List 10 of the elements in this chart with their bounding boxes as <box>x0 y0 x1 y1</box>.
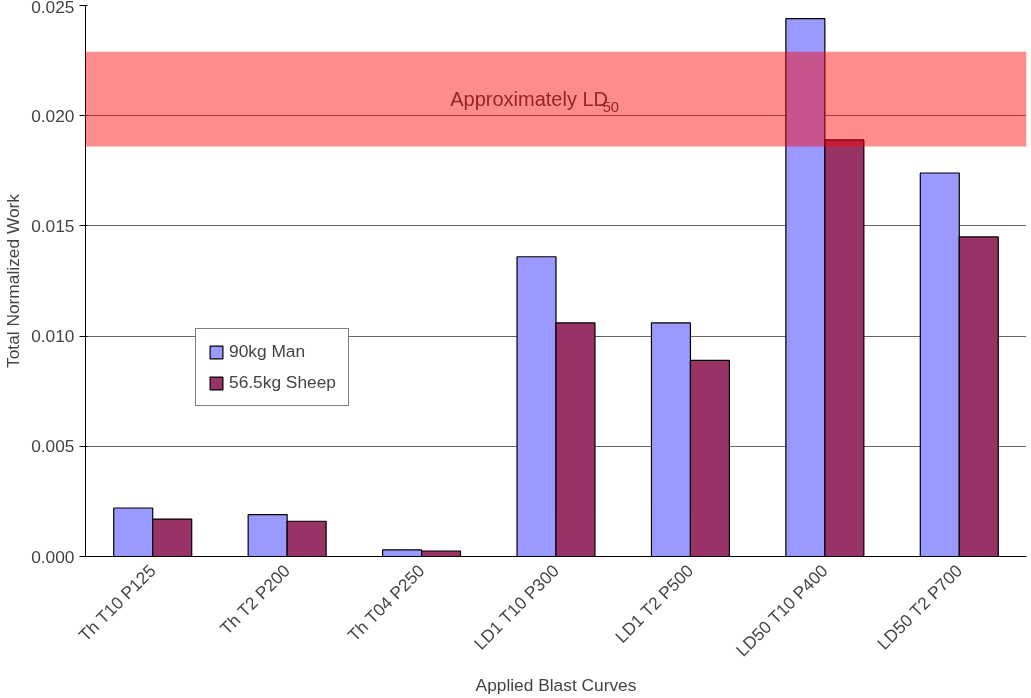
y-tick-label: 0.025 <box>31 0 75 17</box>
x-axis-title: Applied Blast Curves <box>475 675 637 696</box>
y-axis-title: Total Normalized Work <box>3 193 24 368</box>
y-tick-label: 0.020 <box>31 105 75 126</box>
legend-label: 90kg Man <box>229 341 306 362</box>
y-tick-label: 0.005 <box>31 436 75 457</box>
y-tick-label: 0.000 <box>31 546 75 567</box>
y-tick-label: 0.010 <box>31 326 75 347</box>
y-tick-label: 0.015 <box>31 215 75 236</box>
legend-label: 56.5kg Sheep <box>229 372 336 393</box>
